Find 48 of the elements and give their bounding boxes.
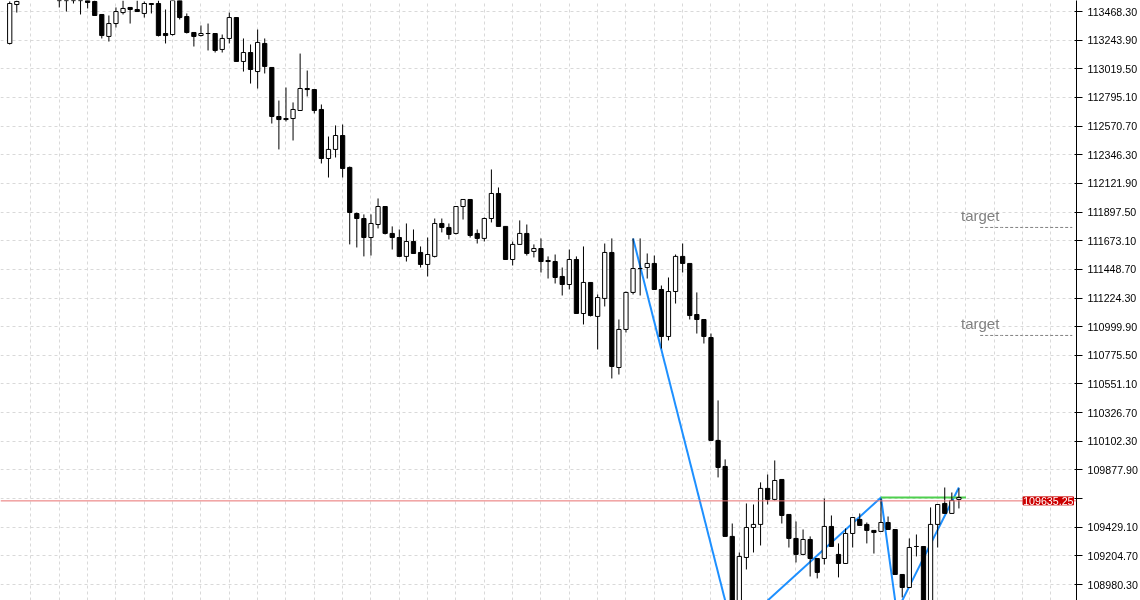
candlestick <box>247 43 254 85</box>
y-tick-label: 111673.10 <box>1087 234 1137 247</box>
candlestick <box>750 503 757 553</box>
y-tick-label: 113468.30 <box>1087 5 1138 18</box>
y-tick-label: 111448.70 <box>1087 263 1137 276</box>
candlestick <box>396 228 402 257</box>
candlestick <box>325 136 332 179</box>
candlestick <box>403 222 410 263</box>
y-tick-label: 110102.30 <box>1087 435 1138 448</box>
y-tick-label: 111897.50 <box>1087 206 1137 219</box>
candlestick <box>835 542 842 578</box>
candlestick <box>680 243 686 274</box>
candlestick <box>410 228 417 254</box>
candlestick <box>262 37 268 74</box>
candlestick <box>226 12 232 44</box>
y-tick-label: 113243.90 <box>1087 34 1138 47</box>
y-tick-label: 111224.30 <box>1087 292 1137 304</box>
y-tick-label: 110999.90 <box>1087 320 1138 333</box>
y-tick-label: 112570.70 <box>1087 120 1138 133</box>
candlestick <box>425 237 431 277</box>
candlestick <box>956 487 962 509</box>
y-tick-label: 108980.30 <box>1087 578 1138 591</box>
y-tick-label: 110551.10 <box>1087 377 1138 390</box>
y-tick-label: 109429.10 <box>1087 521 1138 534</box>
candlestick <box>332 124 339 158</box>
candlestick <box>765 473 771 505</box>
candlestick <box>935 503 941 549</box>
y-tick-label: 110326.70 <box>1087 406 1138 419</box>
candlestick <box>850 517 856 549</box>
candlestick <box>481 216 487 242</box>
candlestick <box>828 514 835 547</box>
y-tick-label: 109877.90 <box>1087 463 1138 476</box>
y-tick-label: 112795.10 <box>1087 91 1138 104</box>
candlestick <box>311 89 317 114</box>
y-tick-label: 109204.70 <box>1087 549 1138 562</box>
candlestick <box>417 245 424 269</box>
annotation: target <box>960 315 1001 333</box>
ref-line-label: 109635.25 <box>1023 494 1074 507</box>
candlestick <box>595 293 601 350</box>
y-tick-label: 113019.50 <box>1087 62 1138 75</box>
y-tick-label: 112346.30 <box>1087 148 1138 161</box>
y-tick-label: 110775.50 <box>1087 349 1138 362</box>
candlestick <box>510 240 516 266</box>
candlestick <box>240 37 247 73</box>
candlestick <box>644 252 650 280</box>
y-tick-label: 112121.90 <box>1087 177 1138 190</box>
annotation: target <box>960 207 1001 225</box>
candlestick <box>162 9 169 44</box>
